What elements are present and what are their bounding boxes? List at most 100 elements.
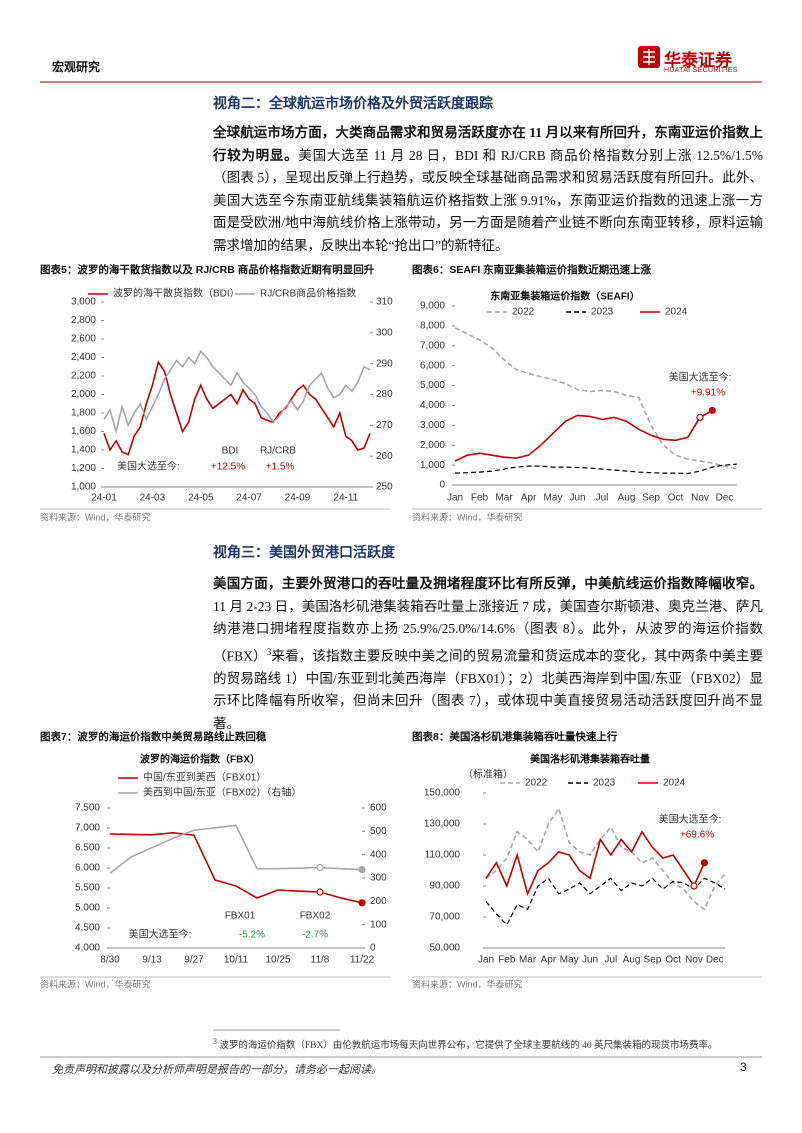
x-tick-label: Apr — [521, 493, 537, 504]
y-tick-label: 4,000 — [420, 400, 445, 411]
marker — [696, 413, 704, 421]
paragraph: 美国方面，主要外贸港口的吞吐量及拥堵程度环比有所反弹，中美航线运价指数降幅收窄。… — [213, 573, 763, 736]
series-line — [109, 824, 363, 874]
y-tick-label: 4,500 — [75, 923, 100, 934]
y-tick-label: 300 — [370, 873, 387, 884]
x-tick-label: Jul — [596, 493, 609, 504]
x-tick-label: Jan — [478, 955, 494, 966]
y-tick-label: 1,200 — [71, 463, 96, 474]
y-tick-label: 2,600 — [71, 334, 96, 345]
logo-en: HUATAI SECURITIES — [664, 67, 738, 74]
y-tick-label: 250 — [376, 482, 393, 493]
y-tick-label: 2,000 — [71, 389, 96, 400]
y-tick-label: 290 — [376, 358, 393, 369]
x-tick-label: Aug — [623, 955, 641, 966]
x-tick-label: 11/22 — [350, 955, 375, 966]
footnote: 3 波罗的海运价指数（FBX）由伦敦航运市场每天向世界公布，它提供了全球主要航线… — [213, 1037, 718, 1051]
caption: 图表7：波罗的海运价指数中美贸易路线止跌回稳 — [40, 730, 267, 743]
caption: 图表5：波罗的海干散货指数以及 RJ/CRB 商品价格指数近期有明显回升 — [40, 263, 375, 276]
y-tick-label: 130,000 — [424, 819, 461, 830]
y-tick-label: 100 — [370, 919, 387, 930]
marker — [690, 882, 698, 890]
logo-mark — [643, 49, 655, 65]
y-tick-label: 1,400 — [71, 445, 96, 456]
x-tick-label: 24-05 — [188, 493, 214, 504]
y-tick-label: 7,500 — [75, 803, 100, 814]
x-tick-label: Jan — [447, 493, 463, 504]
y-tick-label: 270 — [376, 420, 393, 431]
y-tick-label: 2,400 — [71, 352, 96, 363]
y-tick-label: 2,200 — [71, 371, 96, 382]
series-line — [485, 830, 706, 897]
logo-text: 华泰证券 — [664, 51, 732, 71]
annotation: FBX02 — [300, 911, 331, 922]
annotation: 美国大选至今: — [669, 371, 732, 384]
y-tick-label: 8,000 — [420, 321, 445, 332]
footnote-text: 波罗的海运价指数（FBX）由伦敦航运市场每天向世界公布，它提供了全球主要航线的 … — [219, 1041, 718, 1052]
section-title: 视角二：全球航运市场价格及外贸活跃度跟踪 — [213, 97, 493, 112]
y-tick-label: 200 — [370, 896, 387, 907]
unit-label: （标准箱） — [463, 768, 513, 781]
marker — [316, 888, 324, 896]
marker — [358, 865, 366, 874]
y-tick-label: 9,000 — [420, 301, 445, 312]
x-tick-label: Jun — [569, 493, 585, 504]
x-tick-label: May — [560, 955, 579, 966]
x-tick-label: Jun — [582, 955, 598, 966]
annotation: +12.5% — [211, 462, 245, 473]
paragraph: 全球航运市场方面，大类商品需求和贸易活跃度亦在 11 月以来有所回升，东南亚运价… — [213, 122, 763, 258]
y-tick-label: 90,000 — [429, 881, 460, 892]
annotation: 美国大选至今: — [129, 928, 192, 941]
y-tick-label: 50,000 — [429, 943, 460, 954]
y-tick-label: 110,000 — [425, 850, 461, 861]
legend-label: 中国/东亚到美西（FBX01） — [143, 771, 266, 784]
y-tick-label: 1,600 — [71, 426, 96, 437]
series-line — [454, 327, 737, 470]
marker — [316, 863, 324, 872]
series-line — [103, 360, 371, 456]
x-tick-label: 9/27 — [184, 955, 204, 966]
y-tick-label: 7,000 — [420, 340, 445, 351]
marker — [358, 899, 366, 907]
chart-title: 东南亚集装箱运价指数（SEAFI） — [490, 290, 639, 303]
legend-label: 2024 — [663, 778, 686, 789]
caption: 图表8：美国洛杉矶港集装箱吞吐量快速上行 — [412, 730, 618, 743]
x-tick-label: 24-01 — [91, 493, 117, 504]
marker — [700, 859, 709, 867]
marker — [708, 406, 716, 415]
x-tick-label: 8/30 — [100, 955, 120, 966]
x-tick-label: Feb — [471, 493, 489, 504]
x-tick-label: Oct — [665, 955, 681, 966]
y-tick-label: 3,000 — [420, 420, 445, 431]
y-tick-label: 310 — [376, 297, 393, 308]
y-tick-label: 2,000 — [420, 440, 445, 451]
page-number: 3 — [740, 1060, 747, 1074]
x-tick-label: Aug — [618, 493, 636, 504]
caption: 图表6：SEAFI 东南亚集装箱运价指数近期迅速上涨 — [412, 263, 652, 276]
y-tick-label: 1,000 — [420, 460, 445, 471]
y-tick-label: 4,000 — [75, 943, 100, 954]
y-tick-label: 0 — [370, 943, 376, 954]
legend-label: 2023 — [591, 307, 614, 318]
y-tick-label: 6,000 — [420, 360, 445, 371]
legend-label: 美西到中国/东亚（FBX02）（右轴） — [143, 786, 301, 799]
annotation: +69.6% — [680, 830, 714, 841]
legend-label: 2022 — [525, 778, 548, 789]
annotation: 美国大选至今: — [659, 813, 722, 826]
x-tick-label: Nov — [691, 493, 709, 504]
annotation: -5.2% — [239, 930, 265, 941]
series-line — [485, 877, 726, 926]
y-tick-label: 3,000 — [71, 297, 96, 308]
y-tick-label: 300 — [376, 327, 393, 338]
x-tick-label: Feb — [498, 955, 516, 966]
x-tick-label: 10/25 — [265, 955, 290, 966]
y-tick-label: 260 — [376, 451, 393, 462]
y-tick-label: 5,000 — [75, 903, 100, 914]
x-tick-label: 24-07 — [236, 493, 262, 504]
x-tick-label: 24-09 — [285, 493, 311, 504]
x-tick-label: Nov — [685, 955, 703, 966]
annotation: +1.5% — [266, 462, 295, 473]
x-tick-label: 11/8 — [311, 955, 330, 966]
